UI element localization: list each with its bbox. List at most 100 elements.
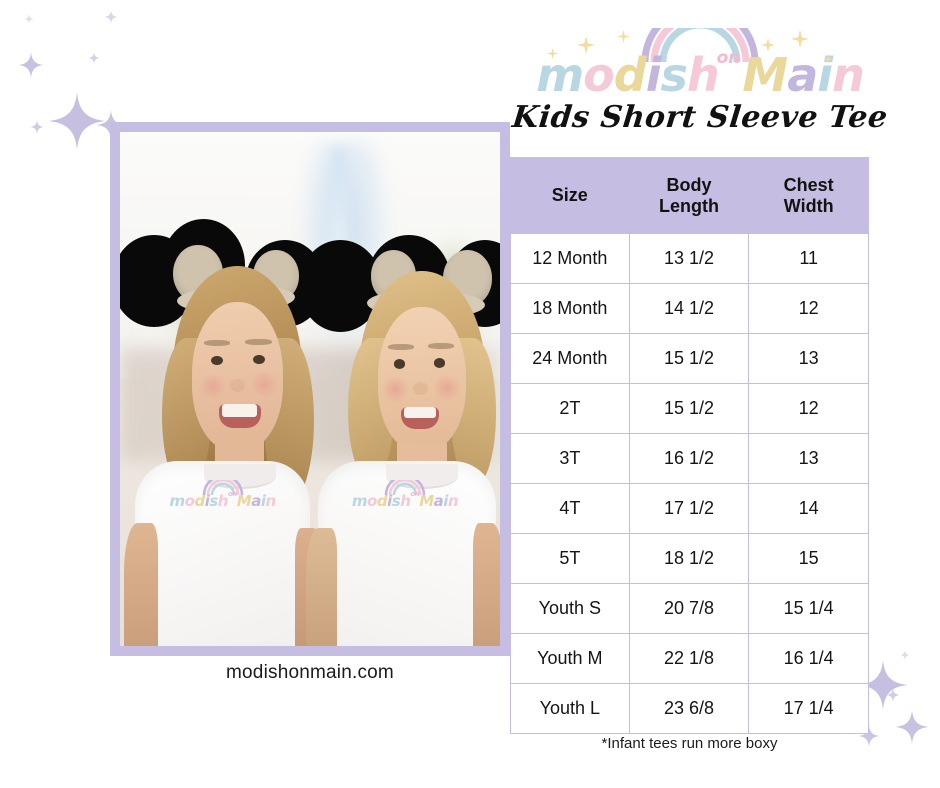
girl-left-cheek [249,371,280,398]
brand-wordmark: modishonMain [525,42,875,102]
girl-left-arm [123,522,158,646]
tee-logo-letter: d [194,491,205,510]
tee-logo-letter: n [447,491,459,510]
chest-width-cell: 13 [748,433,869,484]
tee-logo-letter: i [387,491,392,510]
star-icon [761,38,775,52]
logo-letter: i [645,48,662,103]
sparkle-icon [900,650,910,660]
sparkle-icon [88,52,100,64]
website-caption: modishonmain.com [226,662,394,683]
tee-logo-letter: h [217,491,229,510]
girl-left-mouth [218,404,261,429]
page-title: Kids Short Sleeve Tee [510,100,890,135]
star-icon [577,36,595,54]
tee-logo-letter: n [265,491,277,510]
table-body: 12 Month 13 1/2 11 18 Month 14 1/2 12 24 Month… [510,233,869,734]
girl-right-eyebrow [387,344,415,351]
chest-width-cell: 14 [748,483,869,534]
body-length-cell: 13 1/2 [628,233,750,284]
body-length-cell: 17 1/2 [628,483,750,534]
star-icon [547,48,558,59]
girl-left-shirt [135,460,310,646]
tee-graphic-right: modishonMain [329,474,481,510]
girl-left-eyebrow [245,339,272,346]
girl-right-arm [306,527,337,646]
size-cell: 3T [510,433,630,484]
tee-logo-letter: o [367,491,377,510]
tee-logo-letter: M [419,491,434,510]
tee-logo-letter: h [400,491,411,510]
table-row: Youth L 23 6/8 17 1/4 [510,683,869,734]
size-cell: 12 Month [510,233,630,284]
tee-logo-letter: a [433,491,444,510]
body-length-cell: 23 6/8 [628,683,750,734]
sparkle-icon [895,710,929,744]
girl-left-eyebrow [203,340,231,347]
body-length-cell: 15 1/2 [628,383,750,434]
table-row: 2T 15 1/2 12 [510,383,869,434]
table-header-row: Size Body Length Chest Width [510,157,869,234]
product-photo-frame: modishonMain [110,122,510,656]
table-row: 3T 16 1/2 13 [510,433,869,484]
chest-width-cell: 15 1/4 [748,583,869,634]
body-length-cell: 18 1/2 [628,533,750,584]
body-length-cell: 15 1/2 [628,333,750,384]
girl-right-teeth [404,406,437,419]
size-chart-table: Size Body Length Chest Width 12 Month 13 1/… [510,157,869,734]
tee-graphic-left: modishonMain [147,474,299,510]
tee-rainbow-icon [202,474,244,500]
logo-letter: M [742,48,788,103]
column-header-chest-width: Chest Width [748,157,869,234]
tee-logo-letter: s [391,491,401,510]
size-cell: Youth M [510,633,630,684]
body-length-cell: 22 1/8 [628,633,750,684]
body-length-cell: 16 1/2 [628,433,750,484]
logo-letter: o [583,48,615,103]
chest-width-cell: 15 [748,533,869,584]
sparkle-icon [104,10,118,24]
logo-letter: h [686,48,720,103]
table-row: 18 Month 14 1/2 12 [510,283,869,334]
table-row: Youth M 22 1/8 16 1/4 [510,633,869,684]
girl-right-eye [433,358,446,368]
table-header: Size Body Length Chest Width [510,157,869,234]
star-icon [791,30,809,48]
tee-logo-letter: m [351,491,368,510]
table-row: 24 Month 15 1/2 13 [510,333,869,384]
logo-letter: s [660,48,687,103]
logo-letter: a [787,48,818,103]
size-cell: 2T [510,383,630,434]
girl-right-cheek [431,375,462,401]
logo-letter: n [832,48,865,103]
star-icon [617,30,630,43]
chest-width-cell: 17 1/4 [748,683,869,734]
chest-width-cell: 13 [748,333,869,384]
tee-rainbow-icon [384,474,426,500]
table-row: 12 Month 13 1/2 11 [510,233,869,284]
sparkle-icon [18,52,44,78]
column-header-body-length: Body Length [628,157,750,234]
chest-width-cell: 12 [748,283,869,334]
tee-logo-letter: M [236,491,252,510]
girl-left-cheek [197,373,229,400]
product-photo: modishonMain [120,132,500,646]
tee-logo-letter: i [443,491,448,510]
logo-letter: i [817,48,833,103]
chest-width-cell: 11 [748,233,869,284]
tee-logo-letter: on [410,489,420,498]
girl-right-mouth [401,406,440,429]
table-row: 4T 17 1/2 14 [510,483,869,534]
chest-width-cell: 12 [748,383,869,434]
girl-right-nose [412,381,428,396]
size-cell: Youth L [510,683,630,734]
sparkle-icon [24,14,34,24]
table-footnote: *Infant tees run more boxy [601,735,778,752]
girl-left-nose [230,378,246,393]
table-row: Youth S 20 7/8 15 1/4 [510,583,869,634]
girl-right-cheek [380,376,411,403]
sparkle-icon [48,92,106,150]
logo-letter: m [536,48,584,103]
size-cell: 4T [510,483,630,534]
